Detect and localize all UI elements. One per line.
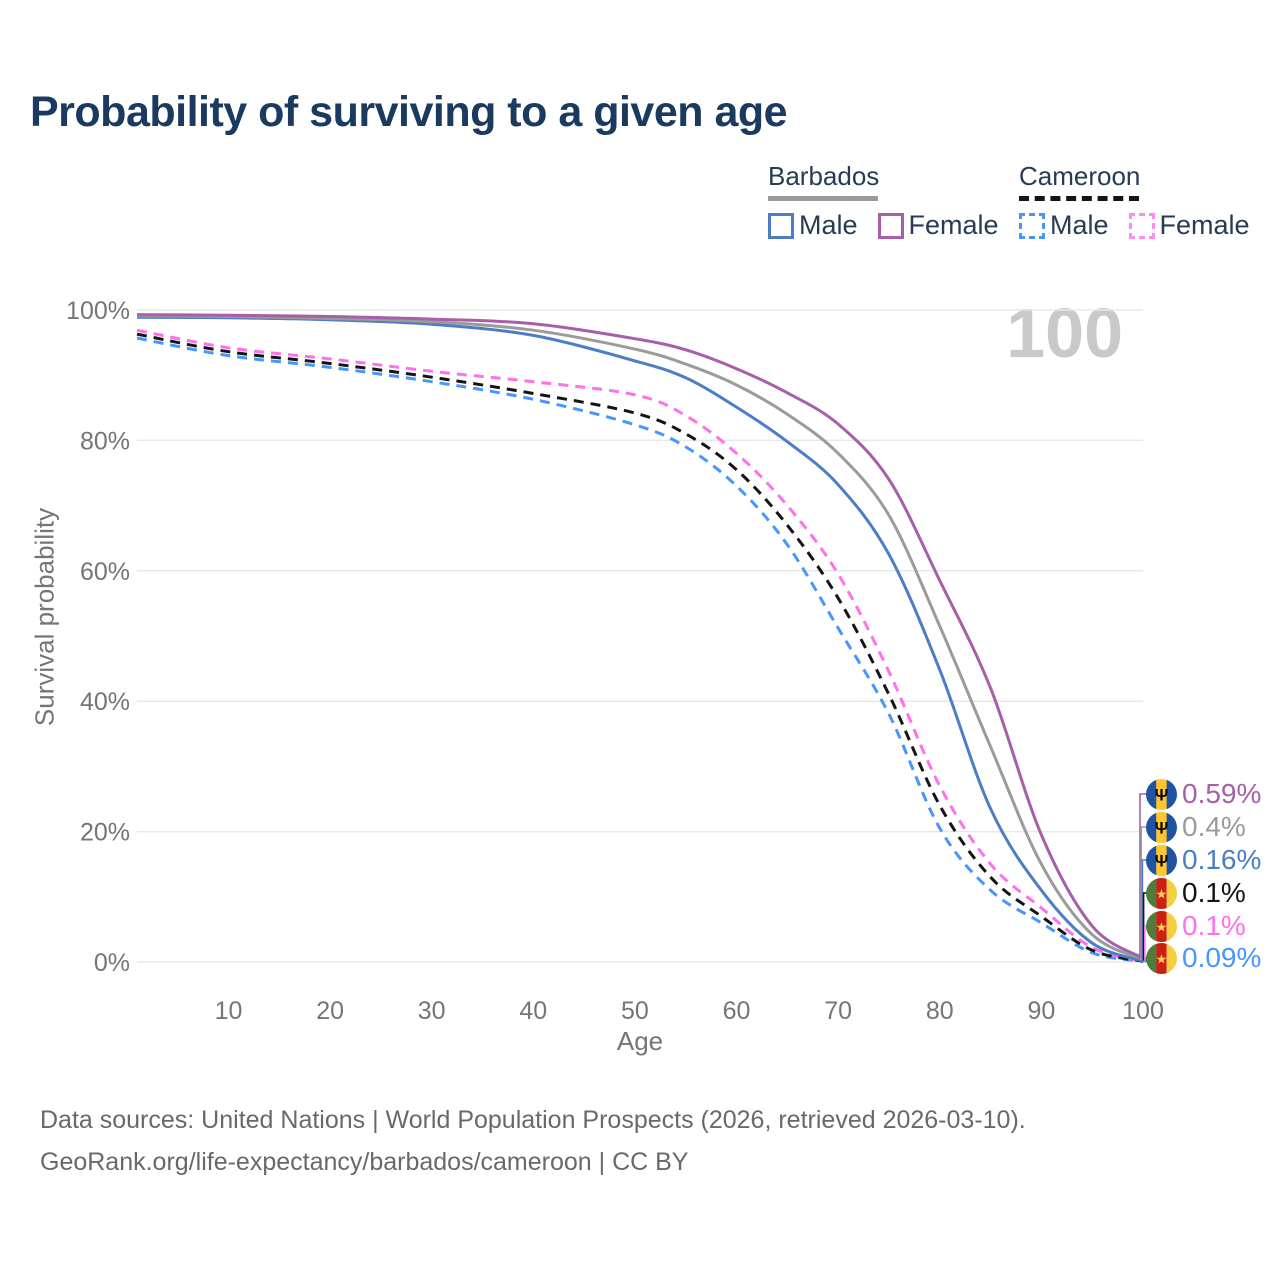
end-label-value: 0.4% (1182, 811, 1246, 842)
legend-label-barbados-female: Female (908, 210, 999, 240)
legend-group-barbados: Barbados Male Female (768, 161, 1019, 241)
legend-swatch-cameroon-male (1019, 212, 1045, 239)
x-tick-label: 20 (316, 997, 344, 1025)
end-label-row: Ψ 0.59% (1146, 778, 1261, 810)
series-line-barbados-both-sexes (136, 314, 1144, 961)
legend-swatch-barbados-male (768, 212, 794, 239)
end-label-value: 0.16% (1182, 844, 1262, 875)
x-tick-label: 100 (1122, 997, 1164, 1025)
legend-label-cameroon-male: Male (1050, 210, 1109, 240)
y-tick-label: 80% (80, 427, 130, 455)
legend-linestyle-barbados (768, 196, 878, 201)
end-label-leader (1141, 859, 1149, 962)
series-line-cameroon-female (136, 328, 1144, 963)
x-axis-title: Age (616, 1026, 664, 1056)
legend-label-cameroon-female: Female (1159, 210, 1250, 240)
x-tick-label: 70 (824, 997, 852, 1025)
barbados-flag-icon: Ψ (1146, 811, 1177, 843)
end-label-value: 0.1% (1182, 910, 1246, 941)
end-label-value: 0.1% (1182, 877, 1246, 908)
barbados-flag-icon: Ψ (1146, 778, 1177, 810)
y-tick-label: 100% (66, 297, 130, 325)
legend-row-cameroon: Male Female (1019, 210, 1270, 241)
end-label-value: 0.59% (1182, 778, 1262, 809)
end-label-value: 0.09% (1182, 942, 1262, 973)
cameroon-flag-icon: ★ (1146, 877, 1177, 909)
end-label-row: ★ 0.1% (1146, 877, 1246, 909)
series-line-cameroon-male (136, 336, 1144, 963)
x-tick-label: 80 (926, 997, 954, 1025)
y-tick-label: 0% (94, 949, 130, 977)
end-label-row: ★ 0.09% (1146, 942, 1261, 974)
svg-text:★: ★ (1156, 886, 1168, 901)
attribution-text: GeoRank.org/life-expectancy/barbados/cam… (40, 1148, 689, 1176)
legend-country-barbados: Barbados (768, 161, 880, 191)
x-tick-label: 40 (519, 997, 547, 1025)
legend-swatch-cameroon-female (1128, 212, 1155, 239)
svg-text:Ψ: Ψ (1155, 785, 1169, 804)
barbados-flag-icon: Ψ (1146, 844, 1177, 876)
x-tick-label: 30 (418, 997, 446, 1025)
y-axis-title: Survival probability (29, 507, 60, 727)
x-tick-label: 10 (215, 997, 243, 1025)
data-sources-text: Data sources: United Nations | World Pop… (40, 1106, 1026, 1134)
x-tick-label: 50 (621, 997, 649, 1025)
series-line-barbados-male (136, 315, 1144, 963)
y-tick-label: 20% (80, 819, 130, 847)
svg-text:Ψ: Ψ (1155, 818, 1169, 837)
end-label-row: ★ 0.1% (1146, 910, 1246, 942)
cameroon-flag-icon: ★ (1146, 942, 1177, 974)
legend-swatch-barbados-female (877, 212, 904, 239)
y-tick-label: 40% (80, 688, 130, 716)
svg-text:Ψ: Ψ (1155, 851, 1169, 870)
end-label-row: Ψ 0.16% (1146, 844, 1261, 876)
svg-text:★: ★ (1156, 919, 1168, 934)
legend-linestyle-cameroon (1019, 196, 1139, 201)
chart-title: Probability of surviving to a given age (30, 88, 788, 136)
legend-row-barbados: Male Female (768, 210, 1019, 241)
legend-label-barbados-male: Male (799, 210, 858, 240)
x-tick-label: 90 (1027, 997, 1055, 1025)
y-tick-label: 60% (80, 558, 130, 586)
cameroon-flag-icon: ★ (1146, 910, 1177, 942)
series-line-cameroon-both-sexes (136, 332, 1144, 963)
x-tick-label: 60 (723, 997, 751, 1025)
series-line-barbados-female (136, 313, 1144, 960)
legend-country-cameroon: Cameroon (1019, 161, 1141, 191)
svg-text:★: ★ (1156, 951, 1168, 966)
end-label-row: Ψ 0.4% (1146, 811, 1246, 843)
legend-group-cameroon: Cameroon Male Female (1019, 161, 1270, 241)
